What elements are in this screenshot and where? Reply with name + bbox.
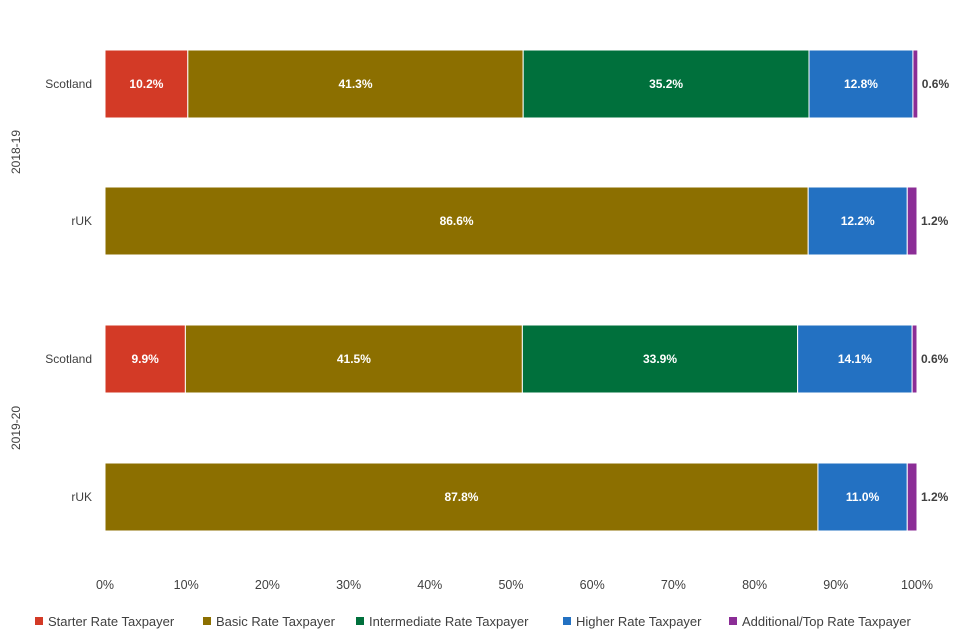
x-tick-label: 50%	[498, 578, 523, 592]
x-tick-label: 90%	[823, 578, 848, 592]
data-label: 12.8%	[844, 77, 878, 91]
data-label: 11.0%	[846, 490, 880, 504]
bar-segment	[104, 186, 809, 256]
bar-segment	[906, 186, 918, 256]
data-label: 1.2%	[921, 214, 949, 228]
data-label: 87.8%	[444, 490, 478, 504]
data-label: 1.2%	[921, 490, 949, 504]
legend-label: Intermediate Rate Taxpayer	[369, 614, 529, 629]
data-label: 86.6%	[440, 214, 474, 228]
legend-swatch	[729, 617, 737, 625]
legend-label: Starter Rate Taxpayer	[48, 614, 175, 629]
group-label: 2019-20	[9, 406, 23, 450]
bar-segment	[808, 49, 914, 119]
x-tick-label: 60%	[580, 578, 605, 592]
bar-segment	[817, 462, 908, 532]
bar-segment	[807, 186, 908, 256]
axis-layer: Scotland rUK Scotland rUK 2018-19 2019-20 0% 10…	[9, 77, 933, 592]
legend-swatch	[35, 617, 43, 625]
legend-label: Additional/Top Rate Taxpayer	[742, 614, 912, 629]
bar-segment	[522, 49, 810, 119]
bar-segment	[187, 49, 524, 119]
legend-label: Basic Rate Taxpayer	[216, 614, 336, 629]
data-label: 41.5%	[337, 352, 371, 366]
category-label: rUK	[71, 490, 92, 504]
labels-layer: 10.2% 41.3% 35.2% 12.8% 0.6% 86.6% 12.2% 1.2% 9.…	[129, 77, 949, 504]
data-label: 35.2%	[649, 77, 683, 91]
group-label: 2018-19	[9, 130, 23, 174]
data-label: 12.2%	[841, 214, 875, 228]
x-tick-label: 10%	[174, 578, 199, 592]
data-label: 41.3%	[338, 77, 372, 91]
legend-swatch	[203, 617, 211, 625]
x-tick-label: 40%	[417, 578, 442, 592]
data-label: 33.9%	[643, 352, 677, 366]
x-tick-label: 80%	[742, 578, 767, 592]
data-label: 10.2%	[129, 77, 163, 91]
bar-segment	[911, 324, 918, 394]
category-label: Scotland	[45, 352, 92, 366]
data-label: 0.6%	[922, 77, 950, 91]
x-tick-label: 70%	[661, 578, 686, 592]
x-tick-label: 100%	[901, 578, 933, 592]
bar-segment	[912, 49, 919, 119]
data-label: 0.6%	[921, 352, 949, 366]
legend-swatch	[563, 617, 571, 625]
category-label: rUK	[71, 214, 92, 228]
bar-segment	[104, 49, 189, 119]
data-label: 14.1%	[838, 352, 872, 366]
bar-segment	[797, 324, 913, 394]
bar-segment	[906, 462, 918, 532]
bars-layer	[104, 49, 919, 532]
bar-segment	[104, 324, 186, 394]
bar-segment	[184, 324, 523, 394]
bar-segment	[521, 324, 799, 394]
legend: Starter Rate Taxpayer Basic Rate Taxpayer…	[35, 614, 912, 629]
legend-swatch	[356, 617, 364, 625]
category-label: Scotland	[45, 77, 92, 91]
x-tick-label: 0%	[96, 578, 114, 592]
x-tick-label: 30%	[336, 578, 361, 592]
data-label: 9.9%	[132, 352, 160, 366]
legend-label: Higher Rate Taxpayer	[576, 614, 702, 629]
x-tick-label: 20%	[255, 578, 280, 592]
